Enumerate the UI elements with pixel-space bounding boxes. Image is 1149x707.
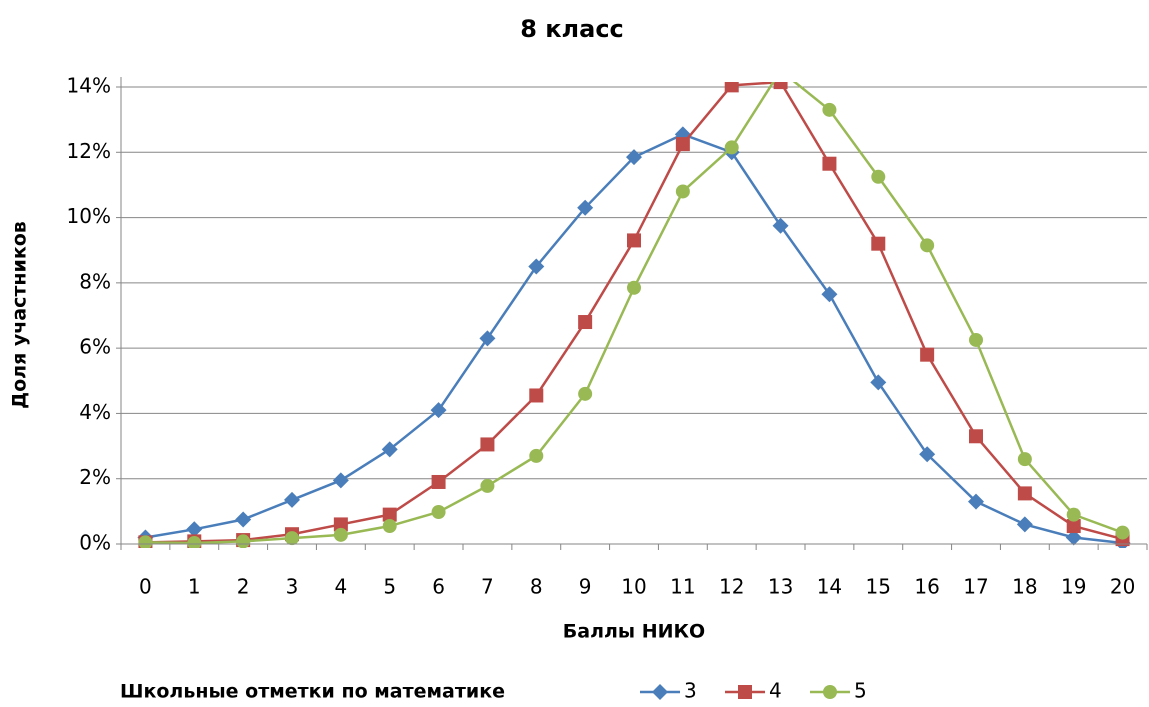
data-point [381, 441, 398, 458]
data-point [285, 531, 299, 546]
x-axis-label: Баллы НИКО [563, 621, 705, 643]
y-tick-label: 2% [79, 465, 111, 489]
data-point [822, 156, 837, 171]
x-tick-label: 8 [530, 575, 543, 599]
data-point [969, 332, 983, 347]
x-tick-label: 9 [579, 575, 592, 599]
data-point [968, 493, 984, 510]
x-tick-label: 10 [621, 575, 646, 599]
data-point [529, 388, 544, 403]
data-point [480, 478, 495, 493]
legend-label: 3 [684, 679, 697, 703]
data-point [774, 64, 788, 78]
legend-title: Школьные отметки по математике [120, 681, 505, 703]
y-tick-label: 12% [67, 139, 111, 163]
x-tick-label: 12 [719, 575, 744, 599]
x-tick-label: 1 [188, 575, 201, 599]
legend-marker [738, 685, 752, 699]
data-point [529, 448, 544, 463]
data-point [821, 286, 838, 303]
data-point [626, 149, 642, 166]
x-tick-label: 0 [139, 575, 152, 599]
x-tick-label: 18 [1012, 575, 1037, 599]
data-point [382, 519, 397, 534]
x-tick-label: 14 [817, 575, 842, 599]
data-point [675, 137, 690, 152]
data-point [1065, 529, 1082, 546]
data-point [236, 534, 251, 548]
data-point [284, 491, 300, 508]
x-tick-label: 11 [670, 575, 695, 599]
data-point [920, 238, 935, 253]
data-point [870, 374, 887, 391]
x-tick-label: 20 [1110, 575, 1135, 599]
legend-marker [823, 685, 837, 699]
x-tick-label: 2 [237, 575, 250, 599]
data-point [333, 517, 348, 532]
x-tick-label: 15 [866, 575, 891, 599]
data-point [920, 347, 935, 362]
y-tick-label: 14% [67, 74, 111, 98]
x-tick-label: 16 [914, 575, 939, 599]
legend-marker [652, 684, 668, 700]
legend-label: 5 [854, 679, 867, 703]
y-tick-label: 6% [79, 335, 111, 359]
data-point [138, 535, 153, 548]
data-point [724, 140, 739, 155]
data-point [822, 102, 837, 117]
data-point [1016, 516, 1033, 533]
data-point [772, 217, 789, 234]
data-point [187, 536, 202, 548]
y-tick-label: 10% [67, 204, 111, 228]
data-point [431, 474, 446, 489]
data-point [1066, 507, 1081, 522]
data-point [627, 233, 641, 248]
y-tick-label: 4% [79, 400, 111, 424]
series-line [145, 82, 1124, 545]
plot-area [137, 64, 1131, 548]
y-axis-label: Доля участников [9, 221, 31, 409]
data-point [1017, 486, 1032, 501]
y-tick-label: 0% [79, 531, 111, 555]
x-tick-label: 13 [768, 575, 793, 599]
data-point [1115, 525, 1130, 540]
data-point [969, 429, 983, 444]
data-point [724, 82, 739, 93]
data-point [627, 280, 641, 295]
data-point [675, 184, 690, 199]
data-point [1066, 519, 1081, 534]
data-point [430, 402, 447, 419]
chart-title: 8 класс [520, 15, 624, 43]
data-point [332, 472, 349, 489]
x-tick-label: 17 [963, 575, 988, 599]
data-point [871, 236, 886, 251]
legend-label: 4 [769, 679, 782, 703]
data-point [1017, 452, 1032, 467]
y-tick-label: 8% [79, 269, 111, 293]
data-point [919, 446, 936, 463]
data-point [578, 386, 593, 401]
data-point [577, 199, 594, 216]
data-point [871, 169, 886, 184]
data-point [479, 330, 496, 347]
data-point [186, 521, 203, 538]
data-point [235, 511, 252, 528]
data-point [480, 437, 495, 452]
x-tick-label: 6 [432, 575, 445, 599]
x-tick-label: 19 [1061, 575, 1086, 599]
data-point [528, 258, 545, 275]
data-point [382, 507, 397, 522]
data-point [431, 505, 446, 520]
data-point [578, 315, 593, 330]
x-tick-label: 5 [383, 575, 396, 599]
x-tick-label: 4 [334, 575, 347, 599]
data-point [773, 82, 788, 90]
x-tick-label: 7 [481, 575, 494, 599]
x-tick-label: 3 [286, 575, 299, 599]
data-point [333, 527, 348, 542]
